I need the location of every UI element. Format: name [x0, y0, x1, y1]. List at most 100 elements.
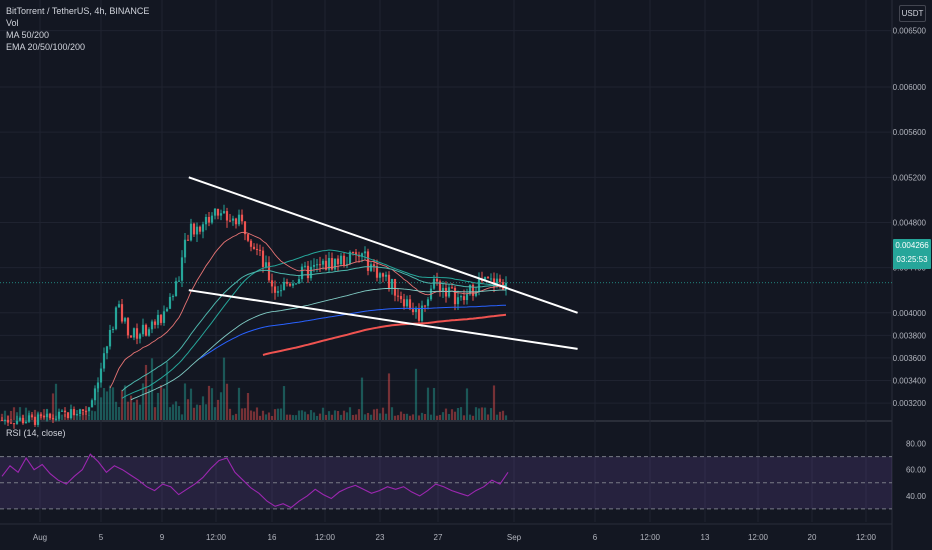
last-price: 0.004266	[895, 241, 929, 250]
volume-bar	[132, 402, 136, 420]
volume-bar	[318, 413, 322, 420]
volume-bar	[255, 407, 259, 420]
candle-body	[477, 279, 481, 292]
volume-bar	[162, 388, 166, 420]
volume-bar	[231, 415, 235, 420]
volume-bar	[330, 414, 334, 420]
candle-body	[240, 214, 244, 222]
candle-body	[108, 329, 112, 347]
volume-bar	[483, 407, 487, 420]
candle-body	[474, 291, 478, 296]
candle-body	[255, 248, 259, 250]
price-tick-label: 0.004800	[893, 218, 927, 227]
candle-body	[75, 414, 79, 416]
volume-bar	[363, 414, 367, 420]
candle-body	[129, 335, 133, 338]
candle-body	[156, 314, 160, 325]
ma-200-line	[199, 304, 507, 360]
volume-bar	[234, 413, 238, 420]
candle-body	[465, 294, 469, 301]
volume-bar	[75, 414, 79, 420]
candle-body	[276, 291, 280, 293]
volume-bar	[501, 410, 505, 420]
time-tick-label: 12:00	[640, 533, 661, 542]
volume-bar	[144, 364, 148, 420]
candle-body	[288, 283, 292, 286]
price-tick-label: 0.004000	[893, 309, 927, 318]
candle-body	[219, 213, 223, 216]
candle-body	[138, 334, 142, 339]
indicator-ema[interactable]: EMA 20/50/100/200	[6, 42, 86, 52]
volume-bar	[333, 410, 337, 420]
candle-body	[396, 295, 400, 297]
time-tick-label: 12:00	[315, 533, 336, 542]
candle-body	[309, 266, 313, 279]
candle-body	[282, 281, 286, 291]
candle-body	[498, 278, 502, 283]
price-axis[interactable]: 0.003200 0.003400 0.003600 0.003800 0.004000…	[893, 27, 927, 408]
trendline-lower[interactable]	[188, 289, 578, 350]
candle-body	[45, 413, 49, 418]
candle-body	[348, 251, 352, 265]
volume-bar	[312, 412, 316, 420]
volume-bar	[156, 392, 160, 420]
candle-body	[378, 273, 382, 278]
candle-body	[243, 221, 247, 235]
candle-body	[63, 410, 67, 413]
trendlines[interactable]	[188, 176, 578, 350]
ema-100-line	[130, 287, 507, 401]
rsi-title[interactable]: RSI (14, close)	[6, 428, 66, 438]
volume-bar	[270, 415, 274, 420]
volume-bar	[243, 408, 247, 420]
candle-body	[360, 253, 364, 257]
candlestick-series[interactable]	[0, 204, 508, 429]
candle-body	[117, 304, 121, 308]
candle-body	[258, 249, 262, 251]
volume-bar	[123, 385, 127, 420]
candle-body	[27, 415, 31, 422]
candle-body	[216, 208, 220, 216]
volume-bar	[348, 407, 352, 420]
volume-bar	[138, 404, 142, 420]
rsi-tick-label: 60.00	[906, 466, 927, 475]
volume-bar	[429, 414, 433, 420]
time-tick-label: 27	[434, 533, 443, 542]
time-tick-label: 9	[160, 533, 165, 542]
time-tick-label: 20	[808, 533, 817, 542]
candle-body	[294, 283, 298, 285]
symbol-title[interactable]: BitTorrent / TetherUS, 4h, BINANCE	[6, 6, 150, 16]
candle-body	[336, 258, 340, 265]
candle-body	[324, 260, 328, 270]
volume-bar	[240, 408, 244, 420]
candle-body	[462, 296, 466, 301]
volume-bar	[207, 385, 211, 420]
volume-bar	[468, 414, 472, 420]
volume-bar	[114, 401, 118, 420]
trendline-upper[interactable]	[188, 176, 578, 314]
volume-bar	[417, 415, 421, 420]
candle-body	[60, 410, 64, 412]
volume-bar	[210, 388, 214, 420]
candle-body	[186, 239, 190, 241]
indicator-vol[interactable]: Vol	[6, 18, 19, 28]
volume-bar	[336, 411, 340, 420]
candle-body	[153, 321, 157, 325]
rsi-tick-label: 40.00	[906, 492, 927, 501]
time-axis[interactable]: Aug 5 9 12:00 16 12:00 23 27 Sep 6 12:00 13 12:00 20 1…	[33, 533, 877, 542]
candle-body	[246, 234, 250, 241]
indicator-ma[interactable]: MA 50/200	[6, 30, 50, 40]
candle-body	[345, 264, 349, 266]
candle-body	[99, 368, 103, 383]
volume-bar	[285, 414, 289, 420]
candle-body	[267, 262, 271, 281]
currency-scale-button[interactable]: USDT	[899, 5, 926, 22]
candle-body	[381, 273, 385, 277]
volume-bar	[180, 414, 184, 420]
volume-bar	[426, 387, 430, 420]
candle-body	[150, 321, 154, 330]
volume-bar	[390, 407, 394, 420]
candle-body	[450, 287, 454, 289]
volume-bar	[159, 385, 163, 420]
volume-bar	[288, 414, 292, 420]
